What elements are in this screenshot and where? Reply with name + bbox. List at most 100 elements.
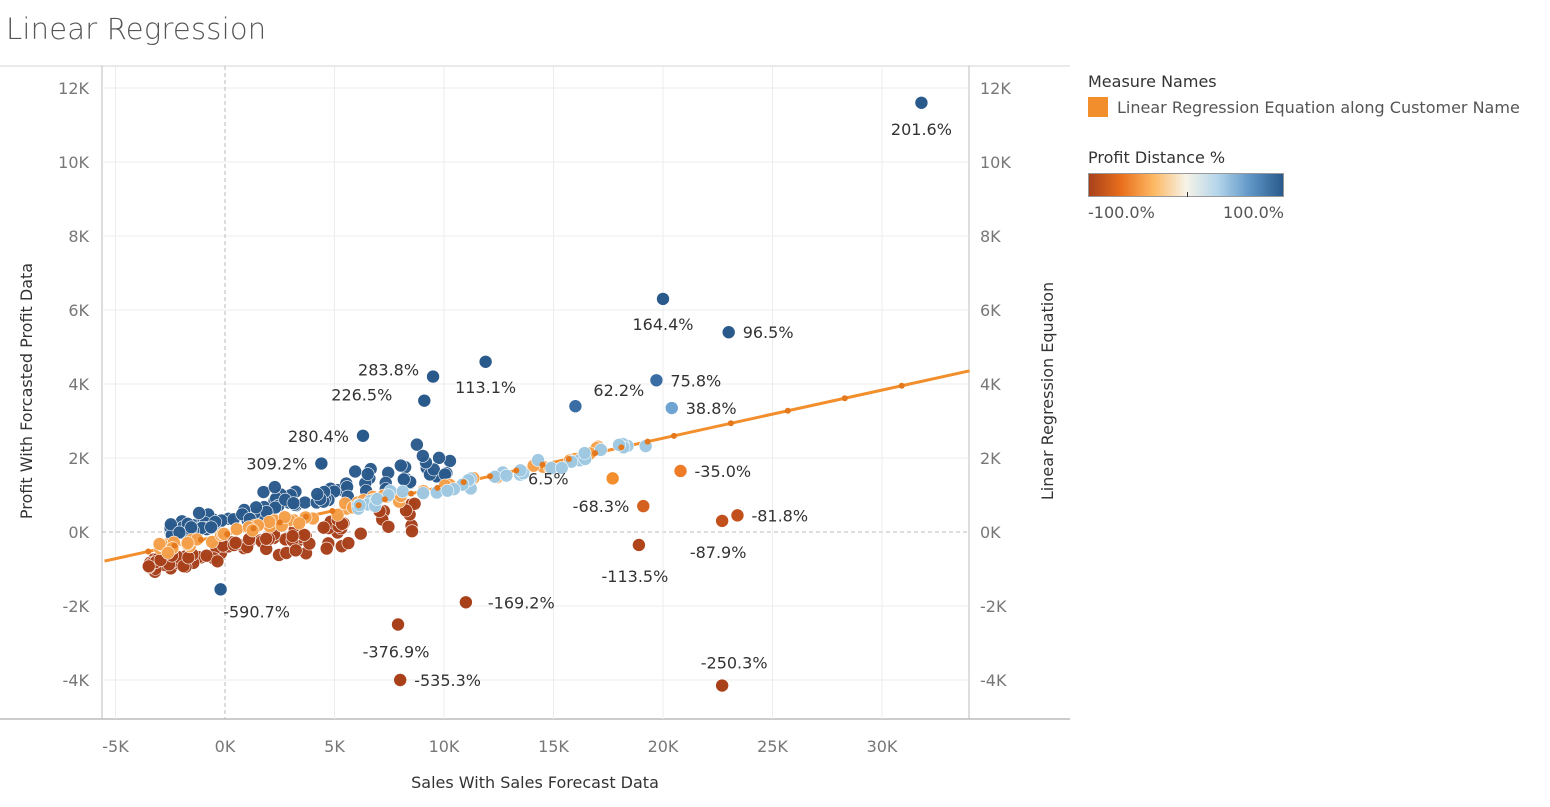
data-label: 6.5% [528,469,569,488]
orange-swatch-icon [1088,97,1108,117]
data-point [395,484,410,499]
regression-point [408,490,415,497]
regression-point [592,450,599,457]
y2-tick-label: 4K [980,375,1001,394]
x-tick-label: 10K [429,737,460,756]
data-point [288,543,303,558]
labeled-data-point [356,428,370,443]
data-point [341,536,356,550]
data-point [199,548,214,563]
data-point [397,472,411,487]
x-tick-label: 30K [867,737,898,756]
labeled-data-point [632,538,646,552]
data-label: 96.5% [743,323,794,342]
regression-point [486,473,493,480]
regression-point [434,484,441,491]
y-axis-title: Profit With Forcasted Profit Data [17,263,36,519]
y-tick-label: 0K [68,523,89,542]
data-label: 226.5% [331,386,392,405]
y-tick-label: 4K [68,375,89,394]
y2-tick-label: 0K [980,523,1001,542]
data-label: 309.2% [246,455,307,474]
data-point [348,464,362,479]
labeled-data-point [656,292,670,306]
regression-point [303,513,310,520]
regression-point [513,467,520,474]
data-point [410,437,424,452]
y-tick-label: 8K [68,227,89,246]
color-ramp[interactable] [1088,173,1284,197]
data-point [416,486,430,500]
data-point [228,536,243,550]
y-tick-label: 10K [58,153,89,172]
data-point [319,541,334,556]
y-tick-label: 2K [68,449,89,468]
chart-title: Linear Regression [6,12,267,46]
y2-tick-label: 12K [980,79,1011,98]
data-point [192,506,206,520]
data-point [577,446,592,460]
x-axis-title: Sales With Sales Forecast Data [411,773,659,792]
data-point [268,480,282,494]
data-label: -535.3% [414,671,481,690]
regression-point [644,438,651,445]
regression-point [841,395,848,402]
data-point [292,516,307,531]
labeled-data-point [426,369,440,384]
ramp-min-label: -100.0% [1088,203,1155,222]
scatter-plot: -4K -4K -2K -2K 0K 0K 2K 2K 4K 4K 6K 6K 8K 8K 10K 10K 12… [0,65,1070,792]
data-point [285,529,300,543]
measure-names-legend: Measure Names Linear Regression Equation… [1088,72,1548,117]
regression-point [145,548,152,555]
regression-point [727,420,734,427]
labeled-data-point [673,464,688,478]
labeled-data-point [393,673,408,687]
regression-point [784,407,791,414]
data-label: -250.3% [701,654,768,673]
data-label: 75.8% [670,371,721,390]
y2-tick-label: -2K [980,597,1007,616]
data-point [229,522,244,536]
data-label: 62.2% [593,381,644,400]
y-tick-label: 6K [68,301,89,320]
data-point [297,528,312,542]
y-tick-label: -2K [63,597,90,616]
labeled-data-point [213,582,228,597]
data-point [310,487,325,501]
labeled-data-point [730,508,745,523]
x-tick-label: 0K [215,737,236,756]
x-tick-label: 20K [648,737,679,756]
data-point [286,496,301,510]
regression-point [171,542,178,549]
data-label: 201.6% [891,120,952,139]
data-point [440,483,455,498]
labeled-data-point [417,393,432,408]
labeled-data-point [664,401,679,415]
data-label: -113.5% [602,567,669,586]
y-tick-label: 12K [58,79,89,98]
data-point [180,536,195,550]
legend-title: Profit Distance % [1088,148,1226,167]
regression-point [460,479,467,486]
data-point [316,520,331,535]
data-point [353,526,368,541]
legend-title: Measure Names [1088,72,1217,91]
data-label: -87.9% [690,543,747,562]
labeled-data-point [459,595,473,610]
data-label: 164.4% [632,315,693,334]
data-point [416,449,430,463]
ramp-max-label: 100.0% [1222,203,1284,222]
profit-distance-legend: Profit Distance % -100.0% 100.0% [1088,148,1284,222]
x-tick-label: 15K [538,737,569,756]
x-tick-label: 25K [757,737,788,756]
data-label: -68.3% [573,497,630,516]
legend-item-regression[interactable]: Linear Regression Equation along Custome… [1088,97,1548,117]
data-label: -81.8% [751,506,808,525]
regression-point [355,502,362,509]
labeled-data-point [649,373,664,388]
labeled-data-point [914,96,929,110]
regression-point [197,536,204,543]
data-point [554,461,569,475]
y2-tick-label: -4K [980,671,1007,690]
y2-axis-title: Linear Regression Equation [1038,282,1057,500]
